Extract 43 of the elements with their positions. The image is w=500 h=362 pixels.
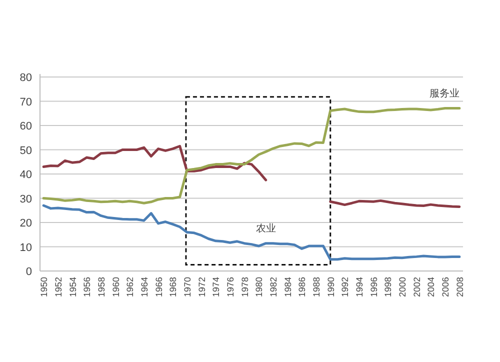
x-tick-label: 1978	[240, 277, 250, 298]
x-tick-label: 1994	[354, 277, 365, 298]
x-tick-label: 1980	[254, 277, 264, 298]
x-tick-label: 1984	[282, 277, 293, 298]
x-tick-label: 1958	[96, 277, 106, 298]
x-tick-label: 1960	[110, 277, 121, 298]
x-tick-label: 1972	[196, 277, 207, 298]
x-tick-label: 1966	[154, 277, 164, 298]
x-tick-label: 1998	[383, 277, 394, 298]
x-tick-label: 2006	[440, 277, 451, 298]
y-tick-label: 10	[20, 242, 32, 254]
x-tick-label: 1962	[125, 277, 136, 298]
y-tick-label: 50	[20, 144, 32, 157]
x-tick-label: 1986	[297, 277, 308, 298]
x-tick-label: 1954	[68, 277, 78, 298]
y-tick-label: 30	[20, 193, 32, 206]
x-tick-label: 1968	[168, 277, 178, 298]
x-tick-label: 2000	[398, 277, 408, 298]
line-series	[42, 107, 461, 204]
line-series	[42, 204, 461, 261]
y-tick-label: 80	[20, 72, 32, 84]
y-tick-label: 70	[20, 96, 32, 108]
series-label: 服务业	[429, 87, 460, 100]
x-tick-label: 1996	[368, 277, 379, 298]
y-tick-label: 40	[20, 169, 32, 181]
x-tick-label: 1974	[211, 277, 222, 298]
x-tick-label: 1952	[53, 277, 64, 298]
x-tick-label: 1970	[182, 277, 192, 298]
x-tick-label: 1988	[312, 277, 322, 298]
y-tick-label: 0	[26, 266, 32, 278]
x-tick-label: 1992	[340, 277, 350, 298]
x-tick-label: 1982	[268, 277, 279, 298]
series-label: 农业	[256, 222, 276, 234]
x-tick-label: 2002	[412, 277, 422, 298]
y-tick-label: 20	[20, 218, 32, 230]
x-tick-label: 1956	[82, 277, 92, 298]
x-tick-label: 1990	[326, 277, 336, 298]
x-tick-label: 1950	[39, 277, 50, 298]
x-tick-label: 1964	[139, 277, 150, 298]
x-tick-label: 2008	[454, 277, 465, 298]
x-tick-label: 2004	[426, 277, 436, 298]
x-tick-label: 1976	[225, 277, 236, 298]
y-tick-label: 60	[20, 120, 32, 132]
